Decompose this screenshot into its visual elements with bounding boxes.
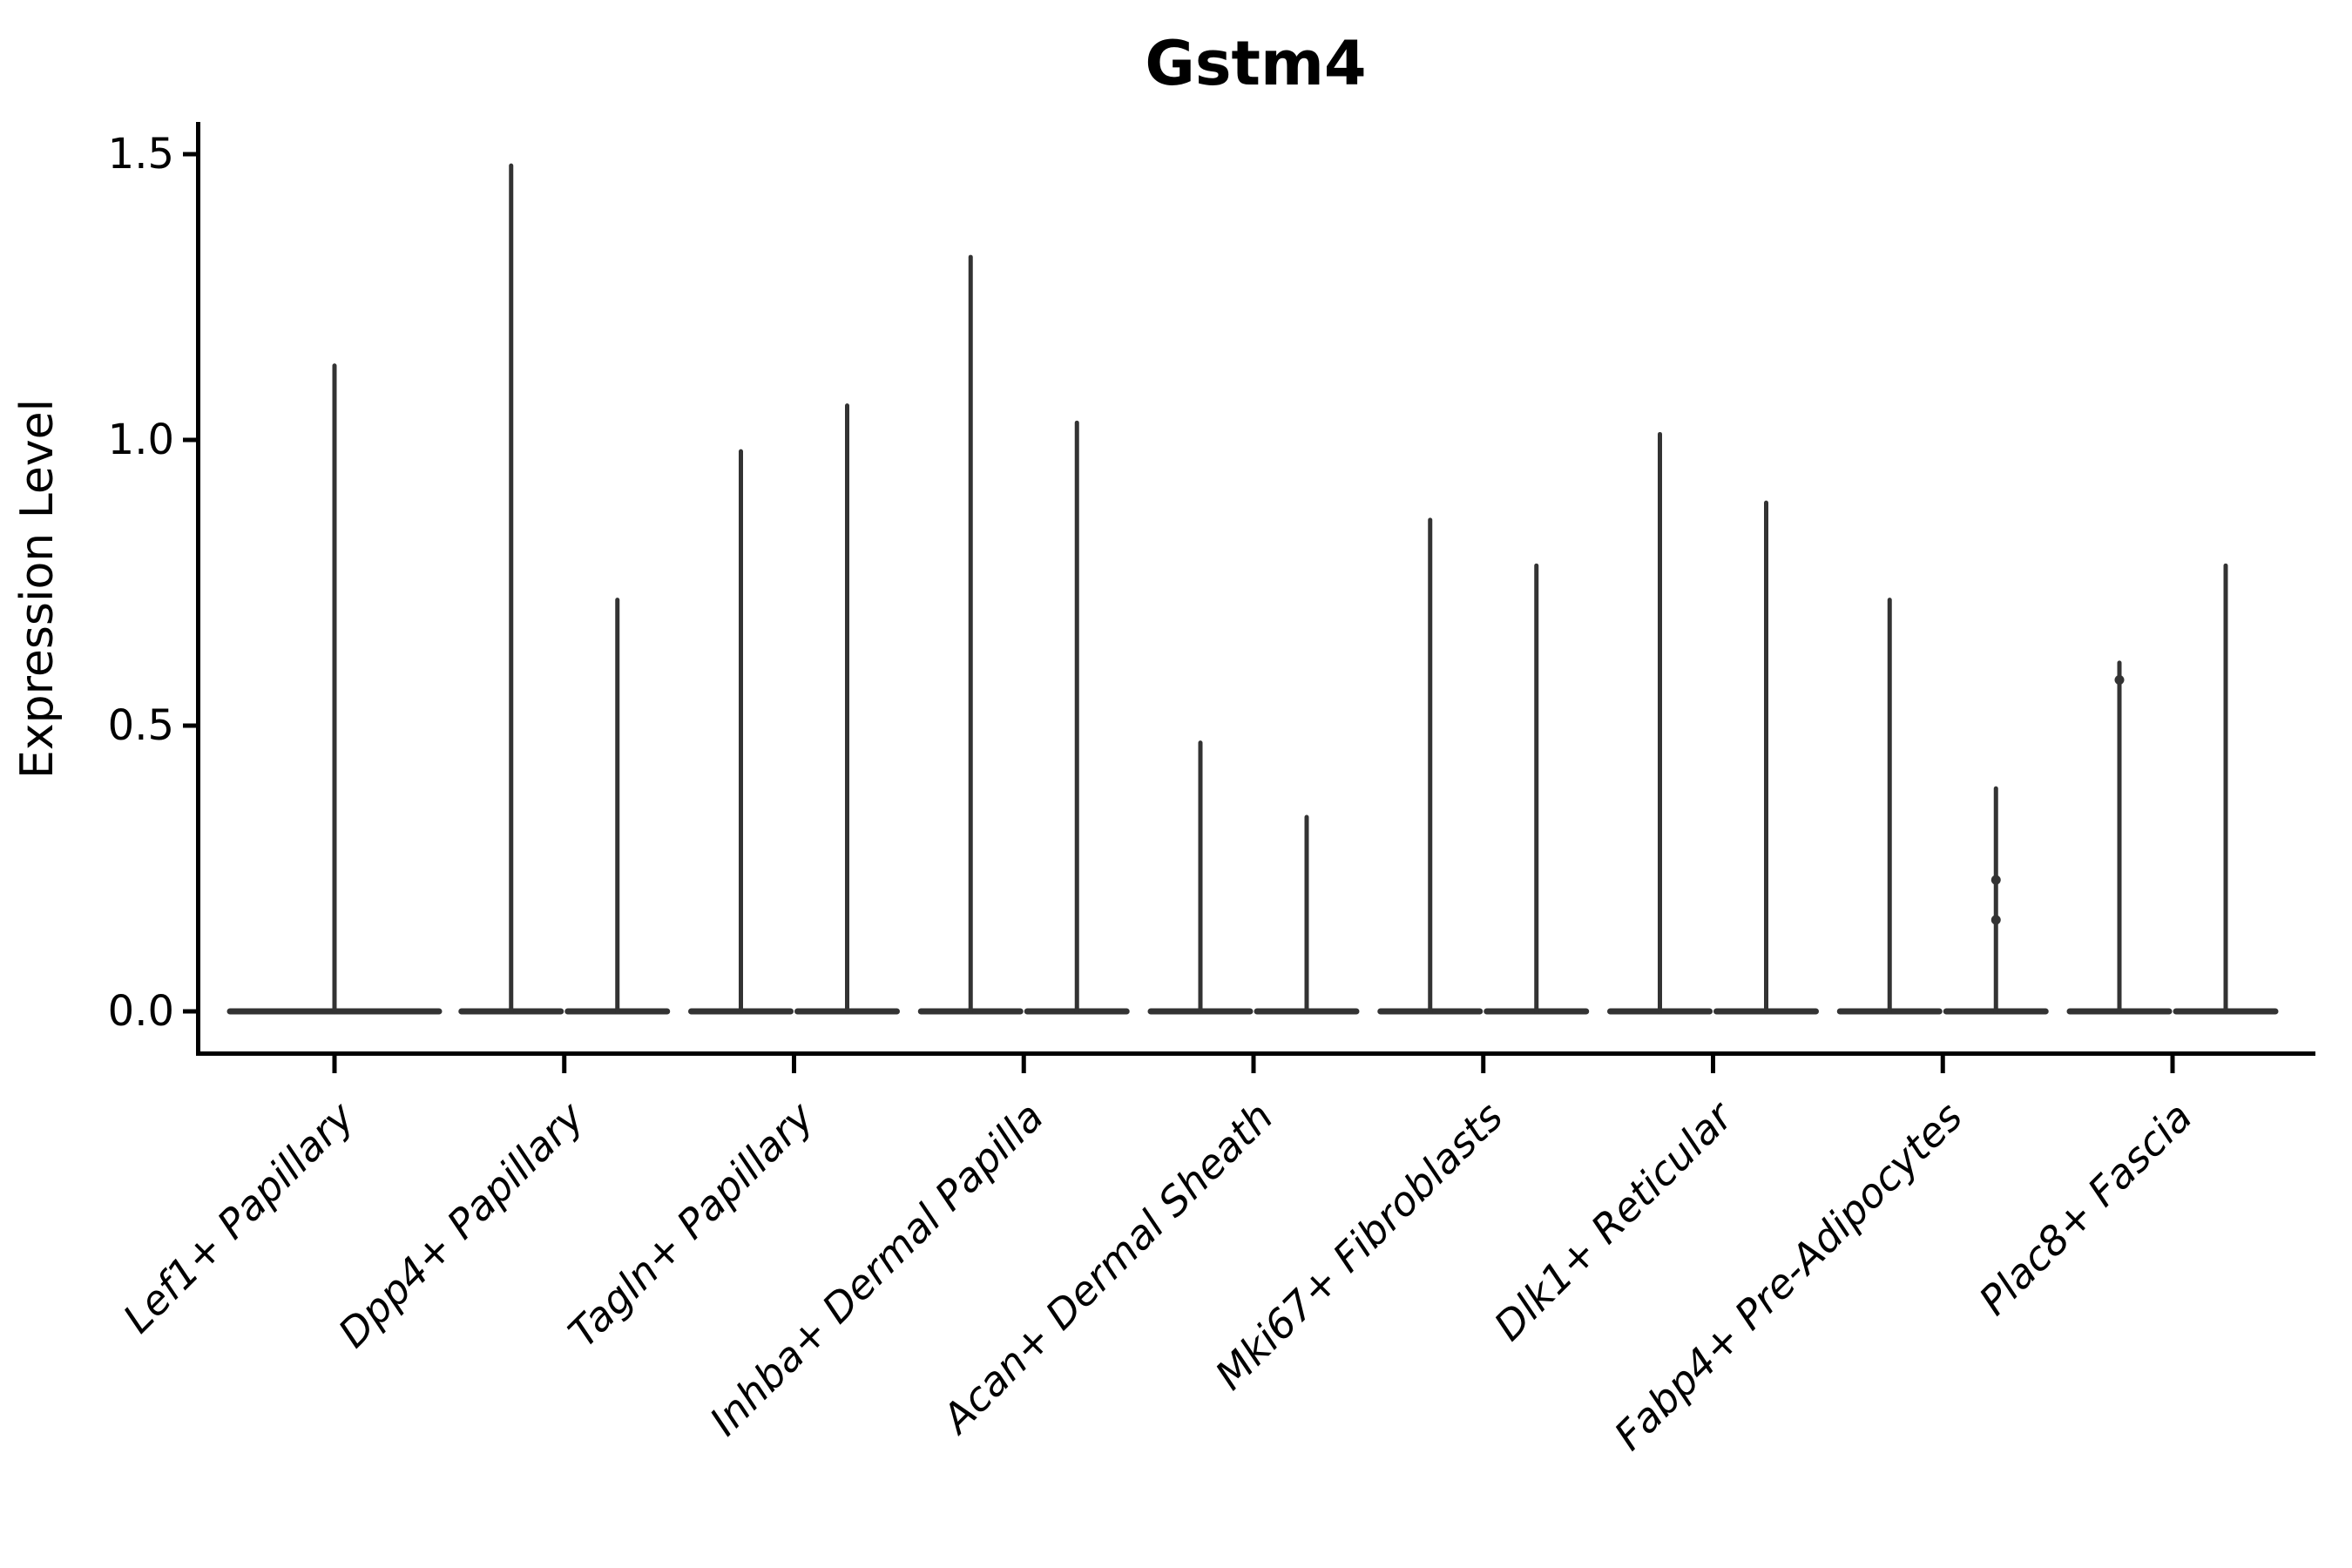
- x-tick-label: Tagln+ Papillary: [559, 1092, 823, 1356]
- x-tick: [1940, 1056, 1945, 1073]
- x-tick-label: Dlk1+ Reticular: [1485, 1091, 1744, 1349]
- chart-title: Gstm4: [1145, 28, 1366, 99]
- x-tick: [2170, 1056, 2175, 1073]
- x-tick-label: Plac8+ Fascia: [1970, 1093, 2200, 1324]
- x-tick-label: Dpp4+ Papillary: [329, 1092, 593, 1356]
- y-tick-label: 0.0: [108, 987, 174, 1036]
- y-tick: [183, 152, 196, 157]
- y-axis-label: Expression Level: [11, 399, 64, 779]
- y-tick: [183, 437, 196, 443]
- y-tick-label: 1.0: [108, 416, 174, 464]
- x-tick: [1251, 1056, 1256, 1073]
- violin-point: [1990, 875, 2001, 885]
- y-axis-spine: [196, 122, 200, 1056]
- x-tick: [1481, 1056, 1486, 1073]
- y-tick: [183, 723, 196, 728]
- y-tick-label: 0.5: [108, 701, 174, 750]
- x-tick: [1711, 1056, 1715, 1073]
- x-tick: [562, 1056, 567, 1073]
- x-tick: [792, 1056, 796, 1073]
- x-axis-spine: [196, 1051, 2315, 1056]
- y-tick-label: 1.5: [108, 130, 174, 179]
- violin-point: [2114, 675, 2125, 686]
- x-tick-label: Lef1+ Papillary: [114, 1092, 363, 1342]
- x-tick: [332, 1056, 337, 1073]
- violin-point: [1990, 915, 2001, 925]
- x-tick: [1021, 1056, 1026, 1073]
- y-tick: [183, 1009, 196, 1014]
